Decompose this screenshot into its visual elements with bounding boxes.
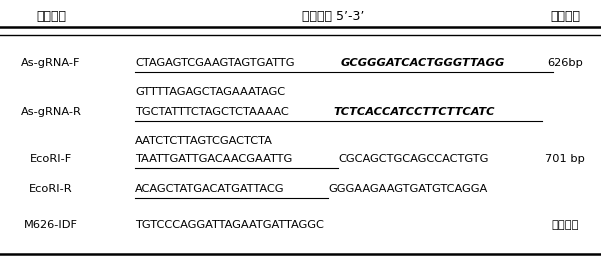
- Text: 测序引物: 测序引物: [551, 220, 579, 230]
- Text: GGGAAGAAGTGATGTCAGGA: GGGAAGAAGTGATGTCAGGA: [328, 184, 487, 194]
- Text: TAATTGATTGACAACGAATTG: TAATTGATTGACAACGAATTG: [135, 154, 293, 164]
- Text: 701 bp: 701 bp: [545, 154, 585, 164]
- Text: TGTCCCAGGATTAGAATGATTAGGC: TGTCCCAGGATTAGAATGATTAGGC: [135, 220, 324, 230]
- Text: EcoRI-F: EcoRI-F: [30, 154, 72, 164]
- Text: M626-IDF: M626-IDF: [24, 220, 78, 230]
- Text: AATCTCTTAGTCGACTCTA: AATCTCTTAGTCGACTCTA: [135, 136, 273, 146]
- Text: 引物名称: 引物名称: [36, 10, 66, 23]
- Text: GTTTTAGAGCTAGAAATAGC: GTTTTAGAGCTAGAAATAGC: [135, 87, 285, 97]
- Text: As-gRNA-R: As-gRNA-R: [20, 107, 82, 117]
- Text: EcoRI-R: EcoRI-R: [29, 184, 73, 194]
- Text: TGCTATTTCTAGCTCTAAAAC: TGCTATTTCTAGCTCTAAAAC: [135, 107, 289, 117]
- Text: CGCAGCTGCAGCCACTGTG: CGCAGCTGCAGCCACTGTG: [338, 154, 489, 164]
- Text: ACAGCTATGACATGATTACG: ACAGCTATGACATGATTACG: [135, 184, 285, 194]
- Text: 626bp: 626bp: [547, 58, 583, 68]
- Text: 扩增长度: 扩增长度: [550, 10, 580, 23]
- Text: 引物序列 5’-3’: 引物序列 5’-3’: [302, 10, 365, 23]
- Text: TCTCACCATCCTTCTTCATC: TCTCACCATCCTTCTTCATC: [334, 107, 495, 117]
- Text: CTAGAGTCGAAGTAGTGATTG: CTAGAGTCGAAGTAGTGATTG: [135, 58, 294, 68]
- Text: GCGGGATCACTGGGTTAGG: GCGGGATCACTGGGTTAGG: [341, 58, 505, 68]
- Text: As-gRNA-F: As-gRNA-F: [21, 58, 81, 68]
